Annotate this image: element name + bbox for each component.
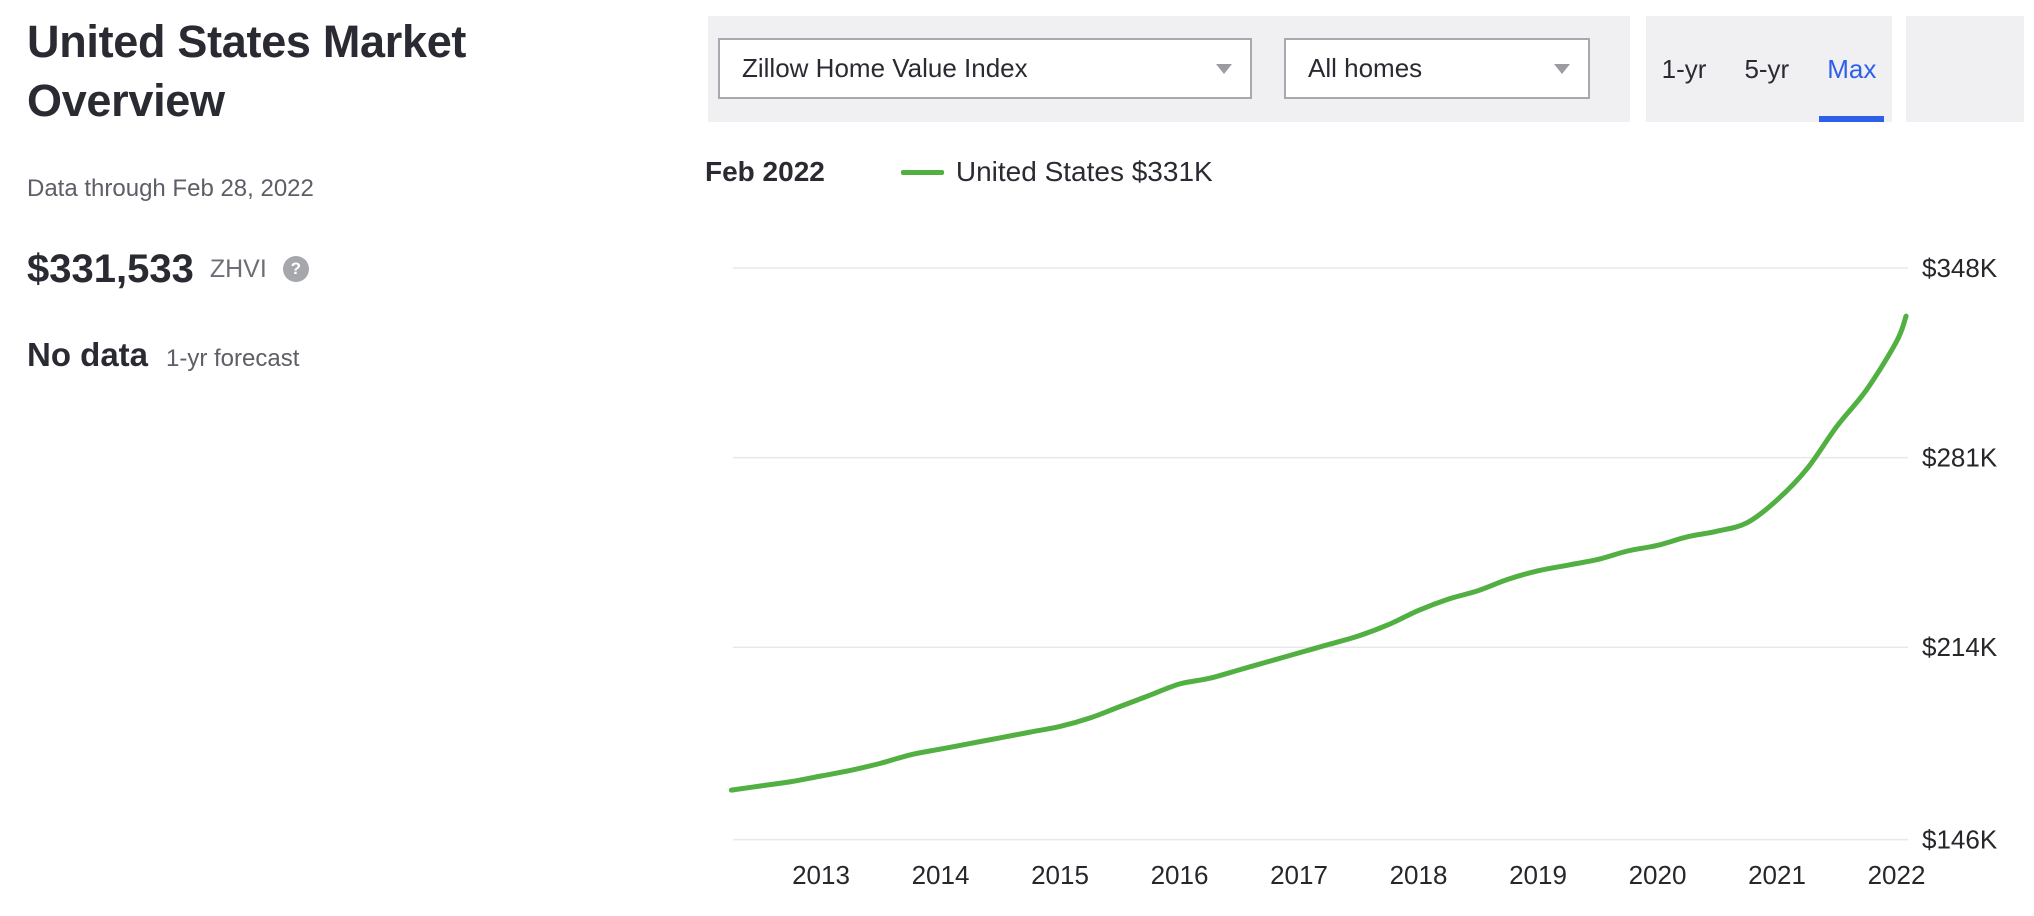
help-icon[interactable]: ? [282,256,309,283]
tab-5yr[interactable]: 5-yr [1744,53,1790,84]
active-tab-underline [1819,116,1884,122]
tab-max[interactable]: Max [1827,53,1877,84]
x-tick-label: 2018 [1390,860,1448,890]
x-tick-label: 2017 [1270,860,1328,890]
zhvi-label: ZHVI [209,254,267,283]
x-tick-label: 2021 [1748,860,1806,890]
x-tick-label: 2019 [1509,860,1567,890]
metric-select-value: Zillow Home Value Index [742,53,1028,83]
forecast-label: 1-yr forecast [166,344,300,372]
toolbar-spacer-section [1906,16,2024,122]
forecast-value: No data [27,335,149,373]
zhvi-value: $331,533 [27,246,194,291]
data-through-note: Data through Feb 28, 2022 [27,174,314,202]
x-tick-label: 2015 [1031,860,1089,890]
forecast-row: No data 1-yr forecast [27,336,607,374]
page-title: United States Market Overview [27,16,467,127]
y-tick-label: $146K [1922,825,1998,855]
zhvi-value-row: $331,533 ZHVI ? [27,247,607,292]
summary-panel: United States Market Overview Data throu… [27,12,607,374]
metric-select[interactable]: Zillow Home Value Index [718,38,1252,99]
series-line [728,313,1909,793]
x-tick-label: 2022 [1868,860,1926,890]
x-tick-label: 2014 [912,860,970,890]
y-tick-label: $214K [1922,632,1998,662]
home-type-select-value: All homes [1308,53,1423,83]
chart-legend: Feb 2022 United States $331K [705,156,1213,188]
legend-date: Feb 2022 [705,156,825,187]
x-tick-label: 2016 [1151,860,1209,890]
legend-series-label: United States $331K [955,156,1213,187]
tab-1yr[interactable]: 1-yr [1661,53,1707,84]
home-type-select[interactable]: All homes [1284,38,1590,99]
x-tick-label: 2020 [1629,860,1687,890]
chevron-down-icon [1554,63,1570,74]
y-tick-label: $348K [1922,253,1998,283]
x-tick-label: 2013 [792,860,850,890]
series-line-swatch-icon [900,169,944,175]
y-tick-label: $281K [1922,443,1998,473]
toolbar-range-tabs-section: 1-yr 5-yr Max [1646,16,1892,122]
chevron-down-icon [1216,63,1232,74]
